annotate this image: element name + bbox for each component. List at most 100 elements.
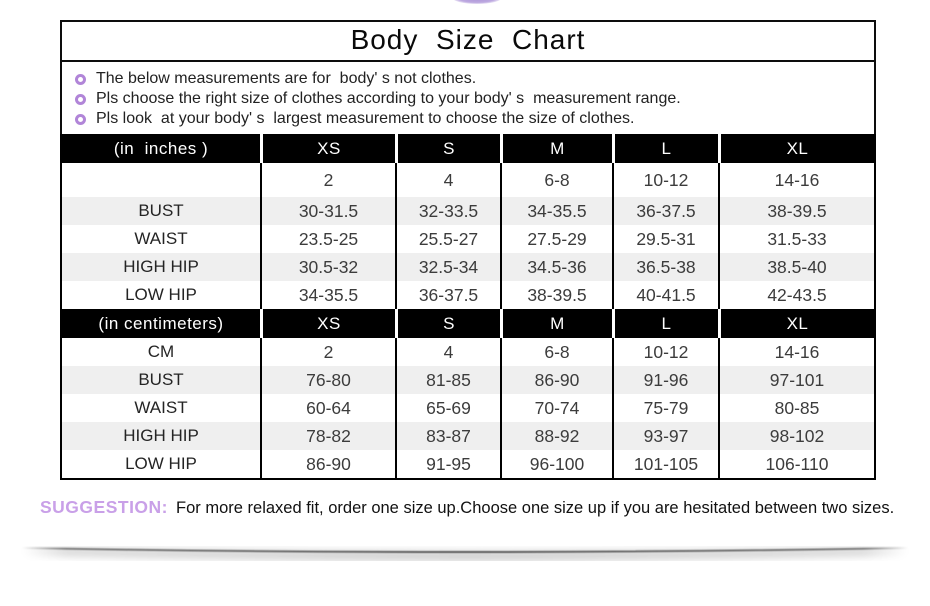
size-value-cell: 86-90: [500, 366, 612, 394]
suggestion-line: SUGGESTION: For more relaxed fit, order o…: [40, 497, 910, 518]
size-value-cell: 65-69: [395, 394, 500, 422]
size-column-header: L: [612, 134, 718, 163]
size-table-inches: (in inches ) XS S M L XL 2 4 6-8 10-12 14-16 BUST 30…: [62, 134, 874, 309]
size-value-cell: 42-43.5: [718, 281, 874, 309]
size-value-cell: 36-37.5: [612, 197, 718, 225]
size-value-cell: 38.5-40: [718, 253, 874, 281]
size-column-header: XS: [260, 309, 395, 338]
size-value-cell: 4: [395, 338, 500, 366]
suggestion-label: SUGGESTION:: [40, 497, 169, 517]
size-column-header: XL: [718, 309, 874, 338]
table-row: 2 4 6-8 10-12 14-16: [62, 163, 874, 197]
size-value-cell: 83-87: [395, 422, 500, 450]
row-label: WAIST: [134, 229, 188, 248]
notes-list: The below measurements are for body' s n…: [62, 62, 874, 138]
note-text: Pls choose the right size of clothes acc…: [96, 90, 681, 107]
size-value-cell: 6-8: [500, 338, 612, 366]
table-row: CM 2 4 6-8 10-12 14-16: [62, 338, 874, 366]
note-line: The below measurements are for body' s n…: [75, 69, 864, 89]
row-label: HIGH HIP: [62, 253, 260, 281]
size-value-cell: 101-105: [612, 450, 718, 478]
table-row: WAIST 60-64 65-69 70-74 75-79 80-85: [62, 394, 874, 422]
header-row: (in inches ) XS S M L XL: [62, 134, 874, 163]
page-title: Body Size Chart: [62, 22, 874, 62]
size-value-cell: 38-39.5: [718, 197, 874, 225]
size-value-cell: 14-16: [718, 163, 874, 197]
note-text: The below measurements are for body' s n…: [96, 70, 477, 87]
table-row: LOW HIP 34-35.5 36-37.5 38-39.5 40-41.5 42-43…: [62, 281, 874, 309]
bullet-ring-icon: [75, 74, 86, 85]
size-value-cell: 6-8: [500, 163, 612, 197]
size-value-cell: 32.5-34: [395, 253, 500, 281]
logo-dot-icon: [452, 0, 502, 4]
size-value-cell: 91-96: [612, 366, 718, 394]
size-value-cell: 70-74: [500, 394, 612, 422]
size-value-cell: 4: [395, 163, 500, 197]
size-value-cell: 29.5-31: [612, 225, 718, 253]
row-label: WAIST: [134, 398, 188, 417]
size-tables: (in inches ) XS S M L XL 2 4 6-8 10-12 14-16 BUST 30…: [60, 134, 876, 480]
table-row: LOW HIP 86-90 91-95 96-100 101-105 106-110: [62, 450, 874, 478]
row-label: BUST: [62, 197, 260, 225]
row-label: LOW HIP: [125, 454, 197, 473]
size-value-cell: 34-35.5: [260, 281, 395, 309]
size-value-cell: 32-33.5: [395, 197, 500, 225]
table-row: BUST 76-80 81-85 86-90 91-96 97-101: [62, 366, 874, 394]
size-column-header: XL: [718, 134, 874, 163]
unit-header-cell: (in inches ): [62, 134, 260, 163]
size-value-cell: 80-85: [718, 394, 874, 422]
note-line: Pls choose the right size of clothes acc…: [75, 89, 864, 109]
page-edge-shadow: [0, 535, 930, 599]
row-label: CM: [147, 342, 175, 361]
size-column-header: S: [395, 134, 500, 163]
size-value-cell: 106-110: [718, 450, 874, 478]
size-value-cell: 2: [260, 338, 395, 366]
size-value-cell: 30.5-32: [260, 253, 395, 281]
size-value-cell: 2: [260, 163, 395, 197]
table-row: HIGH HIP 78-82 83-87 88-92 93-97 98-102: [62, 422, 874, 450]
size-value-cell: 75-79: [612, 394, 718, 422]
size-value-cell: 38-39.5: [500, 281, 612, 309]
size-value-cell: 40-41.5: [612, 281, 718, 309]
size-value-cell: 14-16: [718, 338, 874, 366]
size-value-cell: 88-92: [500, 422, 612, 450]
size-column-header: M: [500, 309, 612, 338]
size-value-cell: 10-12: [612, 163, 718, 197]
size-value-cell: 96-100: [500, 450, 612, 478]
size-column-header: XS: [260, 134, 395, 163]
row-label: [62, 163, 260, 197]
size-value-cell: 97-101: [718, 366, 874, 394]
table-row: HIGH HIP 30.5-32 32.5-34 34.5-36 36.5-38 38.5…: [62, 253, 874, 281]
size-value-cell: 23.5-25: [260, 225, 395, 253]
size-value-cell: 10-12: [612, 338, 718, 366]
size-value-cell: 60-64: [260, 394, 395, 422]
title-box: Body Size Chart The below measurements a…: [60, 20, 876, 140]
row-label: HIGH HIP: [62, 422, 260, 450]
size-column-header: S: [395, 309, 500, 338]
note-line: Pls look at your body' s largest measure…: [75, 109, 864, 129]
suggestion-text: For more relaxed fit, order one size up.…: [176, 499, 895, 517]
size-value-cell: 76-80: [260, 366, 395, 394]
unit-header-cell: (in centimeters): [62, 309, 260, 338]
header-row: (in centimeters) XS S M L XL: [62, 309, 874, 338]
size-value-cell: 81-85: [395, 366, 500, 394]
size-value-cell: 36.5-38: [612, 253, 718, 281]
size-value-cell: 34.5-36: [500, 253, 612, 281]
size-value-cell: 34-35.5: [500, 197, 612, 225]
table-row: WAIST 23.5-25 25.5-27 27.5-29 29.5-31 31.5-33: [62, 225, 874, 253]
table-row: BUST 30-31.5 32-33.5 34-35.5 36-37.5 38-39.5: [62, 197, 874, 225]
size-value-cell: 30-31.5: [260, 197, 395, 225]
size-value-cell: 25.5-27: [395, 225, 500, 253]
size-value-cell: 93-97: [612, 422, 718, 450]
bullet-ring-icon: [75, 94, 86, 105]
size-value-cell: 31.5-33: [718, 225, 874, 253]
note-text: Pls look at your body' s largest measure…: [96, 110, 635, 127]
size-value-cell: 91-95: [395, 450, 500, 478]
row-label: BUST: [62, 366, 260, 394]
size-value-cell: 27.5-29: [500, 225, 612, 253]
size-value-cell: 36-37.5: [395, 281, 500, 309]
size-value-cell: 78-82: [260, 422, 395, 450]
size-value-cell: 98-102: [718, 422, 874, 450]
bullet-ring-icon: [75, 114, 86, 125]
size-column-header: L: [612, 309, 718, 338]
